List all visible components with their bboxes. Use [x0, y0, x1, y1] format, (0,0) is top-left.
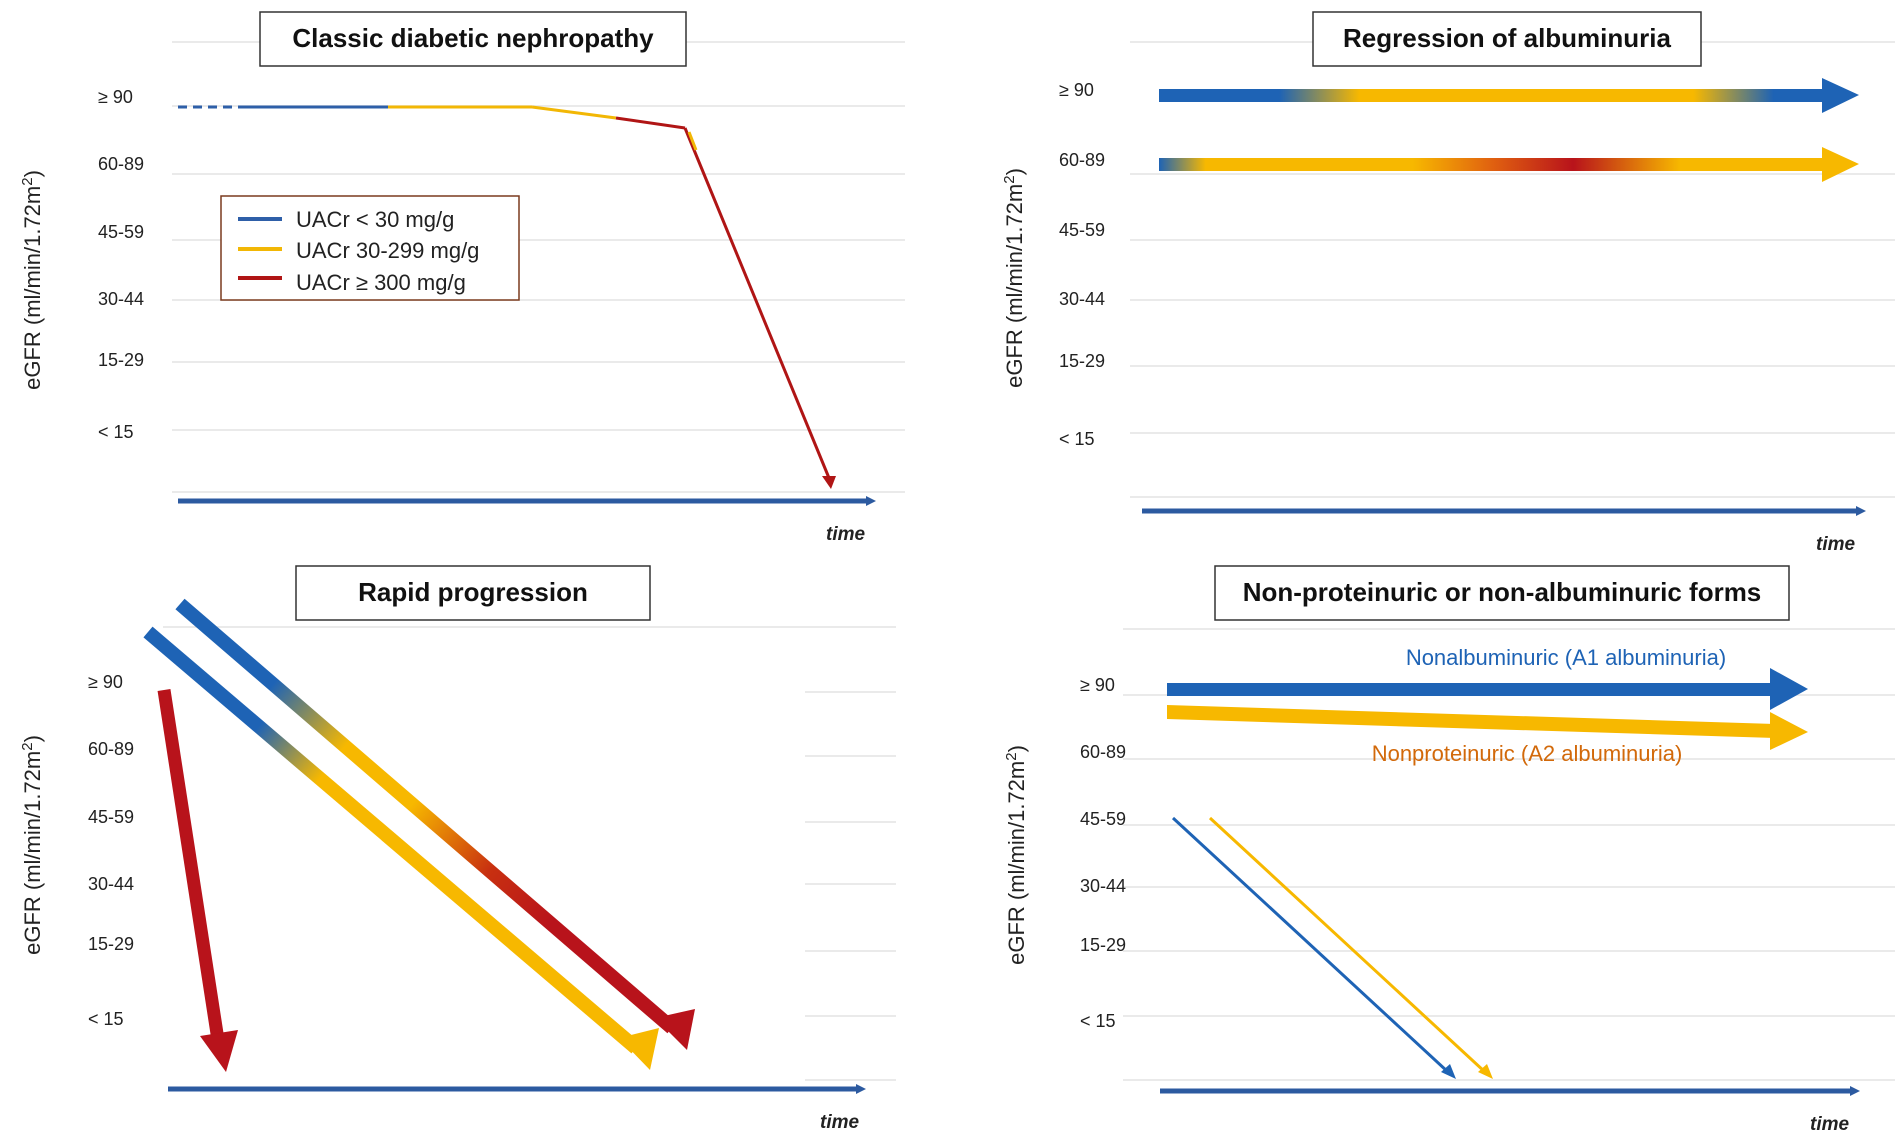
arrow-nonproteinuric — [1167, 705, 1808, 750]
regression-arrow-60-89 — [1159, 147, 1859, 182]
tick-15-29: 15-29 — [1080, 935, 1126, 955]
tick-30-44: 30-44 — [98, 289, 144, 309]
panel-rapid: Rapid progression eGFR (ml/min/1.72m2) ≥… — [19, 565, 896, 1133]
panel-title-box: Non-proteinuric or non-albuminuric forms — [1214, 565, 1790, 621]
tick-45-59: 45-59 — [1080, 809, 1126, 829]
y-axis-label: eGFR (ml/min/1.72m2) — [19, 170, 45, 390]
legend-item-2: UACr 30-299 mg/g — [296, 238, 479, 263]
tick-60-89: 60-89 — [88, 739, 134, 759]
legend-item-1: UACr < 30 mg/g — [296, 207, 454, 232]
tick-15-29: 15-29 — [98, 350, 144, 370]
label-nonalbuminuric: Nonalbuminuric (A1 albuminuria) — [1406, 645, 1726, 670]
tick-30-44: 30-44 — [1080, 876, 1126, 896]
tick-lt15: < 15 — [1059, 429, 1095, 449]
time-label: time — [1816, 534, 1856, 555]
y-axis-label: eGFR (ml/min/1.72m2) — [19, 735, 45, 955]
tick-ge90: ≥ 90 — [1059, 80, 1094, 100]
gridlines — [1130, 41, 1895, 498]
arrow-nonalbuminuric — [1167, 668, 1808, 710]
tick-15-29: 15-29 — [88, 934, 134, 954]
panel-title-box: Rapid progression — [295, 565, 651, 621]
tick-30-44: 30-44 — [1059, 289, 1105, 309]
panel-classic: Classic diabetic nephropathy eGFR (ml/mi… — [19, 11, 905, 545]
regression-arrow-ge90 — [1159, 78, 1859, 113]
tick-60-89: 60-89 — [98, 154, 144, 174]
time-axis — [168, 1084, 866, 1094]
y-axis-label: eGFR (ml/min/1.72m2) — [1001, 168, 1027, 388]
time-axis — [1142, 506, 1866, 516]
tick-60-89: 60-89 — [1080, 742, 1126, 762]
panel-title-box: Classic diabetic nephropathy — [259, 11, 687, 67]
legend-item-3: UACr ≥ 300 mg/g — [296, 270, 466, 295]
tick-ge90: ≥ 90 — [1080, 675, 1115, 695]
rapid-arrow-red — [157, 689, 238, 1072]
panel-nonproteinuric: Non-proteinuric or non-albuminuric forms… — [1003, 565, 1895, 1135]
time-axis — [1160, 1086, 1860, 1096]
tick-lt15: < 15 — [1080, 1011, 1116, 1031]
tick-60-89: 60-89 — [1059, 150, 1105, 170]
gridlines — [163, 626, 896, 1081]
panel-title-box: Regression of albuminuria — [1312, 11, 1702, 67]
tick-ge90: ≥ 90 — [98, 87, 133, 107]
time-label: time — [820, 1112, 860, 1133]
classic-curve — [178, 105, 836, 489]
tick-45-59: 45-59 — [88, 807, 134, 827]
rapid-arrow-blue-yellow-red — [175, 598, 695, 1050]
tick-15-29: 15-29 — [1059, 351, 1105, 371]
decline-line-blue — [1171, 816, 1456, 1079]
time-label: time — [1810, 1114, 1850, 1135]
panel-title: Classic diabetic nephropathy — [292, 23, 654, 53]
panel-title: Regression of albuminuria — [1343, 23, 1671, 53]
tick-ge90: ≥ 90 — [88, 672, 123, 692]
panel-regression: Regression of albuminuria eGFR (ml/min/1… — [1001, 11, 1895, 555]
tick-45-59: 45-59 — [98, 222, 144, 242]
rapid-arrow-blue-yellow — [143, 626, 659, 1070]
decline-line-yellow — [1208, 816, 1493, 1079]
label-nonproteinuric: Nonproteinuric (A2 albuminuria) — [1372, 741, 1683, 766]
panel-title: Non-proteinuric or non-albuminuric forms — [1243, 577, 1762, 607]
y-axis-label: eGFR (ml/min/1.72m2) — [1003, 745, 1029, 965]
tick-45-59: 45-59 — [1059, 220, 1105, 240]
time-label: time — [826, 524, 866, 545]
tick-lt15: < 15 — [98, 422, 134, 442]
tick-30-44: 30-44 — [88, 874, 134, 894]
panel-title: Rapid progression — [358, 577, 588, 607]
legend: UACr < 30 mg/g UACr 30-299 mg/g UACr ≥ 3… — [220, 195, 520, 301]
tick-lt15: < 15 — [88, 1009, 124, 1029]
time-axis — [178, 496, 876, 506]
